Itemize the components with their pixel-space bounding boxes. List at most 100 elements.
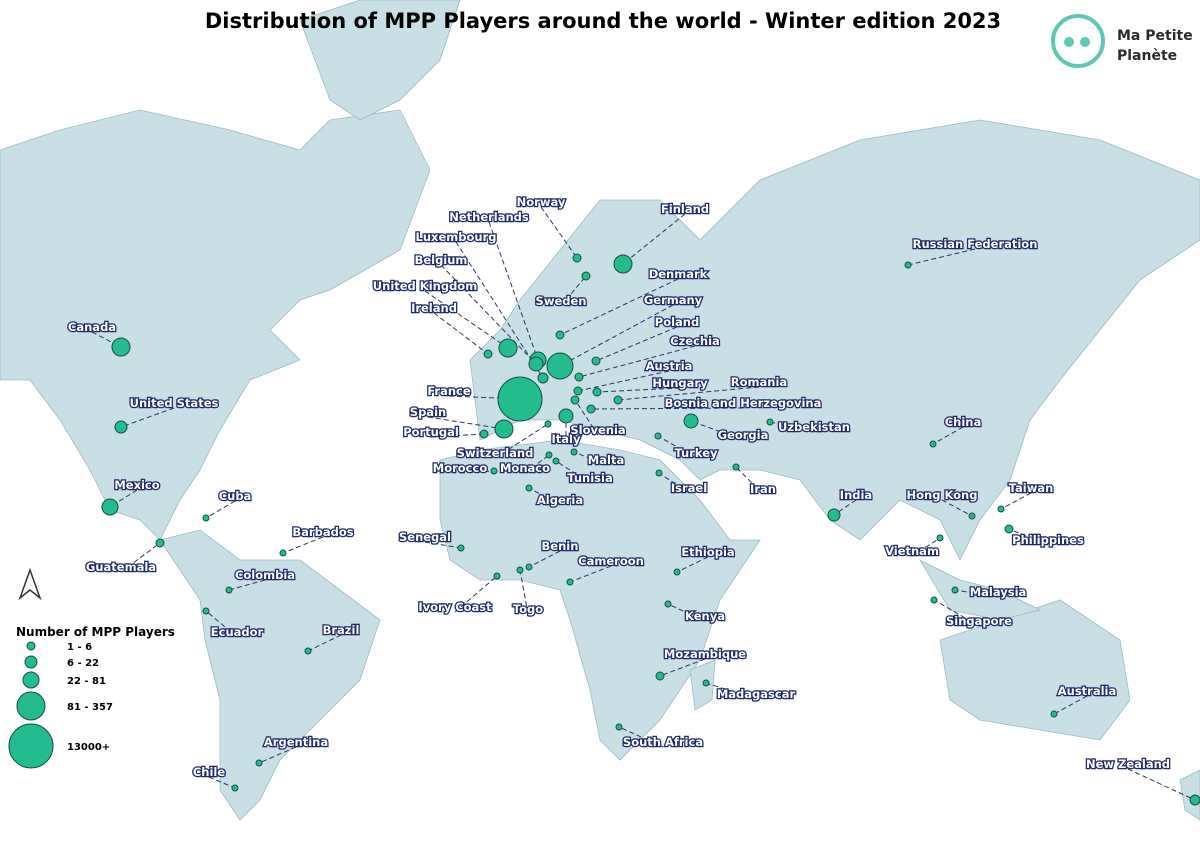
leader-line: [528, 550, 561, 568]
leader-line: [618, 726, 664, 748]
country-marker: [732, 463, 740, 471]
country-marker: [114, 420, 128, 434]
legend-symbol: [8, 723, 54, 769]
country-marker: [827, 508, 841, 522]
legend-symbol: [26, 641, 36, 651]
country-label: Ivory Coast: [418, 600, 492, 614]
country-label: Ireland: [411, 301, 457, 315]
country-marker: [573, 386, 583, 396]
leader-line: [433, 312, 489, 355]
country-marker: [581, 271, 591, 281]
country-marker: [766, 418, 774, 426]
country-marker: [572, 253, 582, 263]
country-marker: [673, 568, 681, 576]
leader-line: [658, 472, 690, 494]
legend-symbol: [22, 671, 40, 689]
country-label: Ecuador: [211, 625, 264, 639]
country-marker: [968, 512, 976, 520]
leader-line: [622, 213, 686, 265]
legend-label: 13000+: [67, 742, 110, 753]
country-label: Brazil: [323, 623, 360, 637]
country-marker: [586, 404, 596, 414]
leader-line: [596, 387, 681, 393]
leader-line: [657, 435, 697, 459]
leader-line: [1008, 528, 1049, 546]
country-label: Barbados: [292, 525, 353, 539]
country-marker: [101, 498, 119, 516]
title: Distribution of MPP Players around the w…: [205, 9, 1001, 33]
country-label: Benin: [542, 539, 579, 553]
country-label: Israel: [671, 481, 707, 495]
leader-line: [659, 658, 706, 677]
leader-line: [833, 499, 857, 516]
legend-label: 1 - 6: [67, 642, 92, 653]
country-label: Cameroon: [578, 554, 644, 568]
country-label: India: [840, 488, 872, 502]
leader-line: [1127, 768, 1196, 801]
country-marker: [570, 395, 580, 405]
leader-line: [907, 248, 976, 266]
country-label: Vietnam: [885, 544, 939, 558]
country-label: Guatemala: [86, 560, 156, 574]
legend-title: Number of MPP Players: [16, 625, 175, 639]
country-marker: [544, 420, 552, 428]
country-marker: [613, 395, 623, 405]
leader-line: [528, 487, 561, 506]
country-label: Colombia: [235, 568, 295, 582]
country-marker: [525, 563, 533, 571]
legend-label: 6 - 22: [67, 658, 99, 669]
country-label: China: [945, 415, 982, 429]
country-label: Finland: [661, 202, 709, 216]
country-label: Russian Federation: [913, 237, 1038, 251]
country-label: Germany: [644, 293, 703, 307]
land: [0, 0, 1200, 821]
country-marker: [525, 484, 533, 492]
leader-line: [1053, 695, 1088, 715]
leader-lines: [91, 206, 1196, 801]
country-marker: [528, 356, 544, 372]
country-label: Netherlands: [449, 210, 529, 224]
country-label: Mexico: [114, 478, 159, 492]
country-marker: [702, 679, 710, 687]
country-marker: [231, 784, 239, 792]
legend-symbol: [24, 655, 38, 669]
legend: Number of MPP Players 1 - 6 6 - 22 22 - 81…: [8, 625, 175, 769]
leader-line: [569, 565, 612, 583]
leader-line: [258, 746, 297, 764]
country-marker: [615, 723, 623, 731]
country-label: Togo: [513, 602, 543, 616]
leader-line: [440, 264, 537, 365]
leader-line: [705, 682, 757, 700]
leader-line: [488, 221, 539, 361]
leader-line: [954, 589, 999, 598]
country-marker: [479, 429, 489, 439]
country-marker: [570, 448, 578, 456]
country-marker: [1050, 710, 1058, 718]
leader-line: [667, 603, 706, 622]
country-label: Philippines: [1012, 533, 1084, 547]
country-label: Australia: [1058, 684, 1117, 698]
country-marker: [279, 549, 287, 557]
leader-line: [307, 634, 342, 652]
country-marker: [202, 514, 210, 522]
country-label: Switzerland: [457, 446, 534, 460]
country-label: France: [427, 384, 471, 398]
country-marker: [490, 467, 498, 475]
country-label: Algeria: [537, 493, 583, 507]
country-marker: [457, 544, 465, 552]
country-label: South Africa: [623, 735, 703, 749]
country-marker: [930, 596, 938, 604]
country-marker: [655, 469, 663, 477]
country-label: Italy: [552, 432, 581, 446]
country-marker: [951, 586, 959, 594]
leader-line: [494, 423, 549, 459]
leader-line: [690, 420, 744, 441]
country-marker: [1004, 524, 1014, 534]
country-label: Norway: [517, 195, 566, 209]
country-marker: [497, 376, 543, 422]
legend-symbol: [16, 691, 46, 721]
leader-line: [282, 536, 324, 554]
country-marker: [304, 647, 312, 655]
country-marker: [936, 534, 944, 542]
country-label: Georgia: [718, 428, 769, 442]
